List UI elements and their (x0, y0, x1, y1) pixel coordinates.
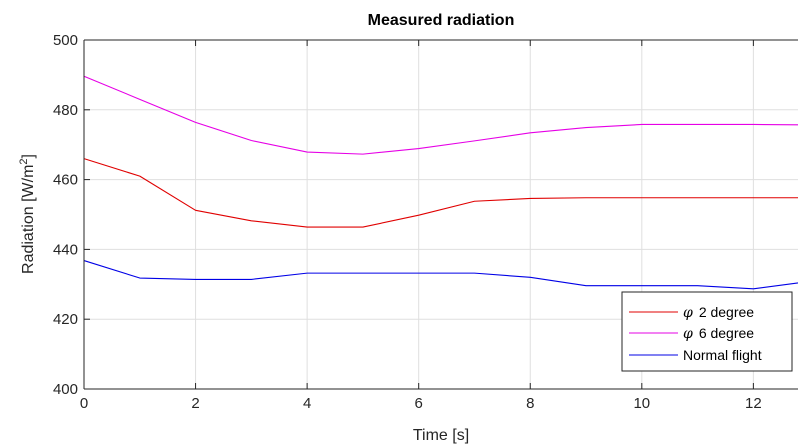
y-tick-label: 400 (53, 381, 78, 398)
x-tick-label: 2 (191, 395, 199, 412)
legend: φ 2 degree φ 6 degree Normal flight (621, 291, 793, 372)
x-tick-label: 12 (745, 395, 762, 412)
legend-label-normal-flight: Normal flight (683, 347, 762, 363)
y-axis-title-end: ] (20, 154, 37, 158)
legend-label-2-degree: φ 2 degree (683, 304, 754, 321)
legend-text-6-degree: 6 degree (699, 325, 754, 341)
y-tick-label: 440 (53, 241, 78, 258)
axes (83, 39, 798, 390)
x-tick-label: 8 (526, 395, 534, 412)
tick-labels: 0 2 4 6 8 10 12 400 420 440 460 480 500 (53, 32, 762, 412)
y-tick-label: 460 (53, 172, 78, 189)
phi-symbol: φ (683, 305, 693, 321)
series-line-1 (83, 75, 798, 155)
x-tick-label: 10 (633, 395, 650, 412)
phi-symbol: φ (683, 326, 693, 342)
y-axis-title: Radiation [W/m2] (18, 154, 37, 274)
y-axis-title-main: Radiation [W/m (20, 165, 37, 274)
series-line-0 (83, 158, 798, 228)
y-tick-label: 480 (53, 102, 78, 119)
series-line-2 (83, 260, 798, 290)
legend-box (621, 291, 793, 372)
y-axis-title-superscript: 2 (18, 158, 30, 164)
x-tick-label: 4 (303, 395, 311, 412)
y-tick-label: 500 (53, 32, 78, 49)
x-tick-label: 0 (80, 395, 88, 412)
legend-text-2-degree: 2 degree (699, 304, 754, 320)
legend-label-6-degree: φ 6 degree (683, 325, 754, 342)
x-tick-label: 6 (415, 395, 423, 412)
x-axis-title: Time [s] (413, 427, 469, 444)
y-tick-label: 420 (53, 311, 78, 328)
series-lines (83, 75, 798, 290)
chart-title: Measured radiation (368, 12, 515, 29)
